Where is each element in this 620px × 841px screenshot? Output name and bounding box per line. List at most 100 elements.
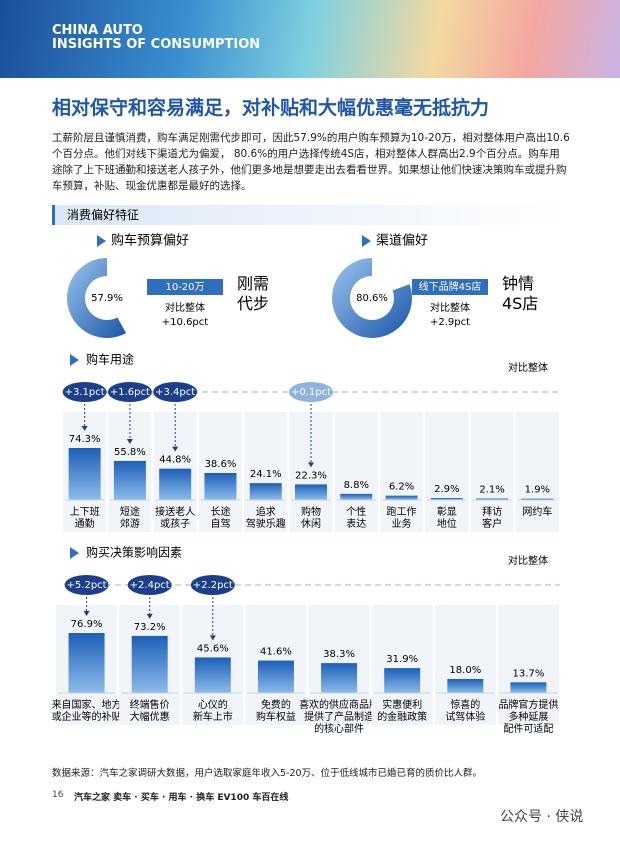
column-bg <box>497 605 559 725</box>
arrow-head <box>172 446 179 452</box>
brands: 汽车之家 卖车 · 买车 · 用车 · 换车 EV100 车百在线 <box>74 793 289 803</box>
page-number: 16 <box>52 790 64 800</box>
column-bg <box>379 412 424 532</box>
donut-value: 80.6% <box>356 293 388 304</box>
donut-value: 57.9% <box>91 293 123 304</box>
value-label: 1.9% <box>525 485 550 496</box>
column-bg <box>470 412 514 532</box>
value-label: 45.6% <box>197 643 229 654</box>
value-label: 76.9% <box>71 619 103 630</box>
category-label: 接送老人或孩子 <box>155 505 195 530</box>
chart-title: 购买决策影响因素 <box>86 545 182 560</box>
callout <box>289 382 333 402</box>
arrow-head <box>308 462 314 468</box>
callout-label: +3.4pct <box>155 387 195 398</box>
callout-label: +0.1pct <box>291 387 331 398</box>
callout-label: +5.2pct <box>67 580 107 591</box>
callout-label: +1.6pct <box>110 387 150 398</box>
category-label: 心仪的新车上市 <box>193 698 233 723</box>
bar <box>385 495 418 500</box>
category-label: 长途自驾 <box>210 505 230 530</box>
callout <box>62 382 107 402</box>
source: 数据来源：汽车之家调研大数据，用户选取家庭年收入5-20万、位于低线城市已婚已育… <box>52 768 483 779</box>
column-bg <box>244 412 288 532</box>
bar <box>321 663 358 693</box>
value-label: 2.9% <box>434 484 459 495</box>
compare-label: 对比整体 <box>165 301 205 314</box>
value-label: 55.8% <box>114 447 146 458</box>
intro: 工薪阶层且谨慎消费，购车满足刚需代步即可，因此57.9%的用户购车预算为10-2… <box>52 132 570 192</box>
column-bg <box>425 412 469 532</box>
category-label: 终端售价大幅优惠 <box>130 698 170 723</box>
arrow-head <box>83 611 90 616</box>
bullet <box>70 547 79 559</box>
callout-label: +3.1pct <box>65 387 105 398</box>
header-line: CHINA AUTO <box>52 23 143 38</box>
category-label: 惊喜的试驾体验 <box>445 698 485 723</box>
header-band <box>0 0 620 78</box>
bullet <box>362 235 371 247</box>
bar <box>340 493 373 500</box>
category-label: 购物休闲 <box>301 505 321 530</box>
category-label: 喜欢的供应商品牌提供了产品制造的核心部件 <box>299 698 379 735</box>
category-label: 短途郊游 <box>120 505 140 530</box>
donut-title: 购车预算偏好 <box>111 233 189 249</box>
bar <box>113 460 146 500</box>
category-label: 追求驾驶乐趣 <box>246 505 286 530</box>
bar <box>194 657 231 693</box>
value-label: 13.7% <box>513 668 545 679</box>
value-label: 44.8% <box>159 455 191 466</box>
donut-title: 渠道偏好 <box>376 234 428 249</box>
donut-arc <box>332 258 412 339</box>
bar <box>476 498 509 500</box>
bar <box>68 633 105 693</box>
category-label: 免费的购车权益 <box>256 698 296 723</box>
callout <box>190 575 235 595</box>
category-label: 跑工作业务 <box>387 505 417 530</box>
category-label: 拜访客户 <box>482 506 502 530</box>
watermark: 公众号 · 侠说 <box>500 809 584 825</box>
bar <box>204 472 237 500</box>
callout <box>153 382 198 402</box>
arrow-head <box>81 426 88 431</box>
bar <box>521 498 554 500</box>
tag-box <box>147 279 223 295</box>
bar <box>159 468 192 500</box>
chart-title: 购车用途 <box>86 352 134 367</box>
category-label: 彰显地位 <box>437 505 457 530</box>
callout <box>107 382 152 402</box>
value-label: 38.6% <box>205 459 237 470</box>
category-label: 来自国家、地方或企业等的补贴 <box>52 698 122 723</box>
value-label: 31.9% <box>386 654 418 665</box>
callout <box>127 575 172 595</box>
value-label: 38.3% <box>323 649 355 660</box>
value-label: 41.6% <box>260 647 292 658</box>
tag-box <box>412 279 488 295</box>
column-bg <box>434 605 496 725</box>
bar <box>447 678 484 693</box>
bar <box>131 635 168 693</box>
category-label: 上下班通勤 <box>70 506 100 530</box>
compare-title: 对比整体 <box>508 554 548 567</box>
column-bg <box>515 412 559 532</box>
column-bg <box>334 412 378 532</box>
callout-label: +2.2pct <box>193 580 233 591</box>
tag: 线下品牌4S店 <box>419 280 482 293</box>
slogan: 刚需代步 <box>237 274 269 313</box>
slogan: 钟情 4S店 <box>502 274 538 313</box>
page-title: 相对保守和容易满足，对补贴和大幅优惠毫无抵抗力 <box>52 97 490 119</box>
value-label: 24.1% <box>250 469 282 480</box>
compare-title: 对比整体 <box>508 361 548 374</box>
category-label: 网约车 <box>522 505 552 518</box>
callout <box>64 575 109 595</box>
value-label: 18.0% <box>449 665 481 676</box>
value-label: 74.3% <box>69 434 101 445</box>
bar <box>257 660 294 693</box>
category-label: 品牌官方提供多种延展配件可适配 <box>498 698 558 735</box>
bar <box>384 668 421 693</box>
arrow-head <box>146 613 153 619</box>
tag: 10-20万 <box>165 282 204 293</box>
category-label: 个性表达 <box>346 505 366 530</box>
callout-label: +2.4pct <box>130 580 170 591</box>
